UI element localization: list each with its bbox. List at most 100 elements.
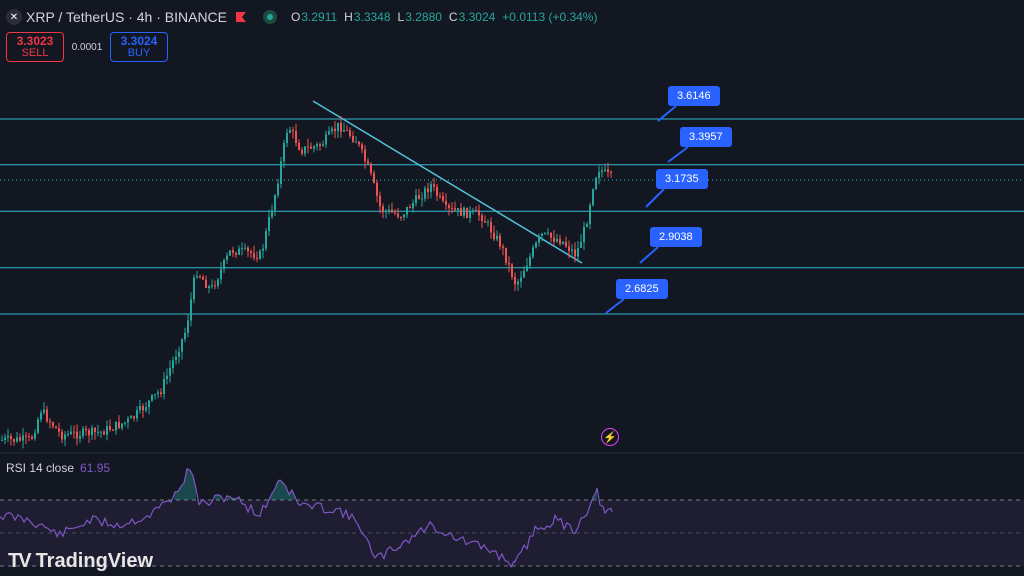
candle-body xyxy=(460,208,462,216)
candle-body xyxy=(181,339,183,352)
candle-body xyxy=(223,259,225,270)
open-value: 3.2911 xyxy=(301,10,338,24)
candle-body xyxy=(121,423,123,429)
price-tag-4[interactable]: 2.9038 xyxy=(650,227,702,247)
candle-body xyxy=(172,360,174,368)
price-tag-2[interactable]: 3.3957 xyxy=(680,127,732,147)
candle-body xyxy=(589,205,591,225)
descending-trendline[interactable] xyxy=(312,100,583,264)
tag-pointer-4 xyxy=(639,246,659,264)
candle-body xyxy=(31,436,33,439)
candle-body xyxy=(526,265,528,271)
candle-body xyxy=(229,250,231,256)
candle-body xyxy=(247,247,249,252)
candle-body xyxy=(37,419,39,433)
candle-body xyxy=(442,195,444,201)
candle-body xyxy=(202,277,204,280)
price-tag-3[interactable]: 3.1735 xyxy=(656,169,708,189)
sell-button[interactable]: 3.3023 SELL xyxy=(6,32,64,62)
candle-body xyxy=(331,128,333,132)
candle-body xyxy=(136,410,138,419)
candle-body xyxy=(505,247,507,263)
candle-body xyxy=(610,172,612,174)
candle-body xyxy=(61,431,63,440)
price-tag-1[interactable]: 3.6146 xyxy=(668,86,720,106)
candle-body xyxy=(565,241,567,247)
candle-body xyxy=(244,247,246,249)
candle-body xyxy=(265,231,267,249)
candle-body xyxy=(562,241,564,244)
low-value: 3.2880 xyxy=(405,10,442,24)
candle-body xyxy=(325,134,327,145)
candle-body xyxy=(145,407,147,411)
candle-body xyxy=(541,233,543,236)
candle-body xyxy=(394,212,396,214)
candle-body xyxy=(430,184,432,193)
candle-body xyxy=(448,205,450,208)
candle-body xyxy=(523,270,525,278)
candle-body xyxy=(139,406,141,411)
symbol-title[interactable]: XRP / TetherUS · 4h · BINANCE xyxy=(26,9,227,25)
lightning-icon[interactable]: ⚡ xyxy=(601,428,619,446)
candle-body xyxy=(379,195,381,207)
candle-body xyxy=(148,400,150,408)
candle-body xyxy=(112,430,114,432)
candle-body xyxy=(520,277,522,282)
rsi-value: 61.95 xyxy=(80,461,111,475)
candle-body xyxy=(67,433,69,435)
rsi-line xyxy=(0,467,613,568)
flag-icon[interactable] xyxy=(235,11,247,23)
candle-body xyxy=(268,216,270,232)
candle-body xyxy=(70,431,72,434)
price-tag-5[interactable]: 2.6825 xyxy=(616,279,668,299)
candle-body xyxy=(259,250,261,259)
candle-body xyxy=(547,232,549,234)
candle-body xyxy=(169,367,171,376)
tag-pointer-5 xyxy=(605,298,625,314)
candle-body xyxy=(529,256,531,266)
candle-body xyxy=(133,416,135,419)
candle-body xyxy=(175,356,177,361)
candle-body xyxy=(361,144,363,150)
candle-body xyxy=(496,235,498,240)
candle-body xyxy=(328,131,330,135)
candle-body xyxy=(406,206,408,215)
candle-body xyxy=(475,210,477,212)
candle-body xyxy=(499,235,501,247)
candle-body xyxy=(274,195,276,211)
candle-body xyxy=(214,285,216,287)
candle-body xyxy=(85,428,87,431)
candle-body xyxy=(301,149,303,154)
candle-body xyxy=(115,421,117,431)
candle-body xyxy=(235,252,237,255)
candle-body xyxy=(568,246,570,251)
candle-body xyxy=(28,436,30,438)
change-value: +0.0113 (+0.34%) xyxy=(502,10,598,24)
candle-body xyxy=(196,276,198,278)
tradingview-mark-icon: TV xyxy=(8,550,32,572)
candle-body xyxy=(238,248,240,255)
candle-body xyxy=(151,394,153,401)
candle-body xyxy=(559,239,561,244)
rsi-legend: RSI 14 close 61.95 xyxy=(6,461,110,475)
candle-body xyxy=(157,392,159,395)
candle-body xyxy=(316,144,318,147)
buy-button[interactable]: 3.3024 BUY xyxy=(110,32,168,62)
candle-body xyxy=(208,286,210,288)
candle-body xyxy=(166,375,168,380)
candle-body xyxy=(451,207,453,209)
candle-body xyxy=(586,224,588,227)
candle-body xyxy=(553,237,555,242)
candle-body xyxy=(595,177,597,190)
candle-body xyxy=(508,262,510,265)
candle-body xyxy=(97,431,99,433)
tag-pointer-2 xyxy=(667,146,689,163)
candle-body xyxy=(373,173,375,183)
candle-body xyxy=(550,232,552,238)
candle-body xyxy=(421,198,423,200)
candle-body xyxy=(418,195,420,200)
candle-body xyxy=(289,129,291,133)
candle-body xyxy=(388,209,390,211)
candle-body xyxy=(118,421,120,429)
